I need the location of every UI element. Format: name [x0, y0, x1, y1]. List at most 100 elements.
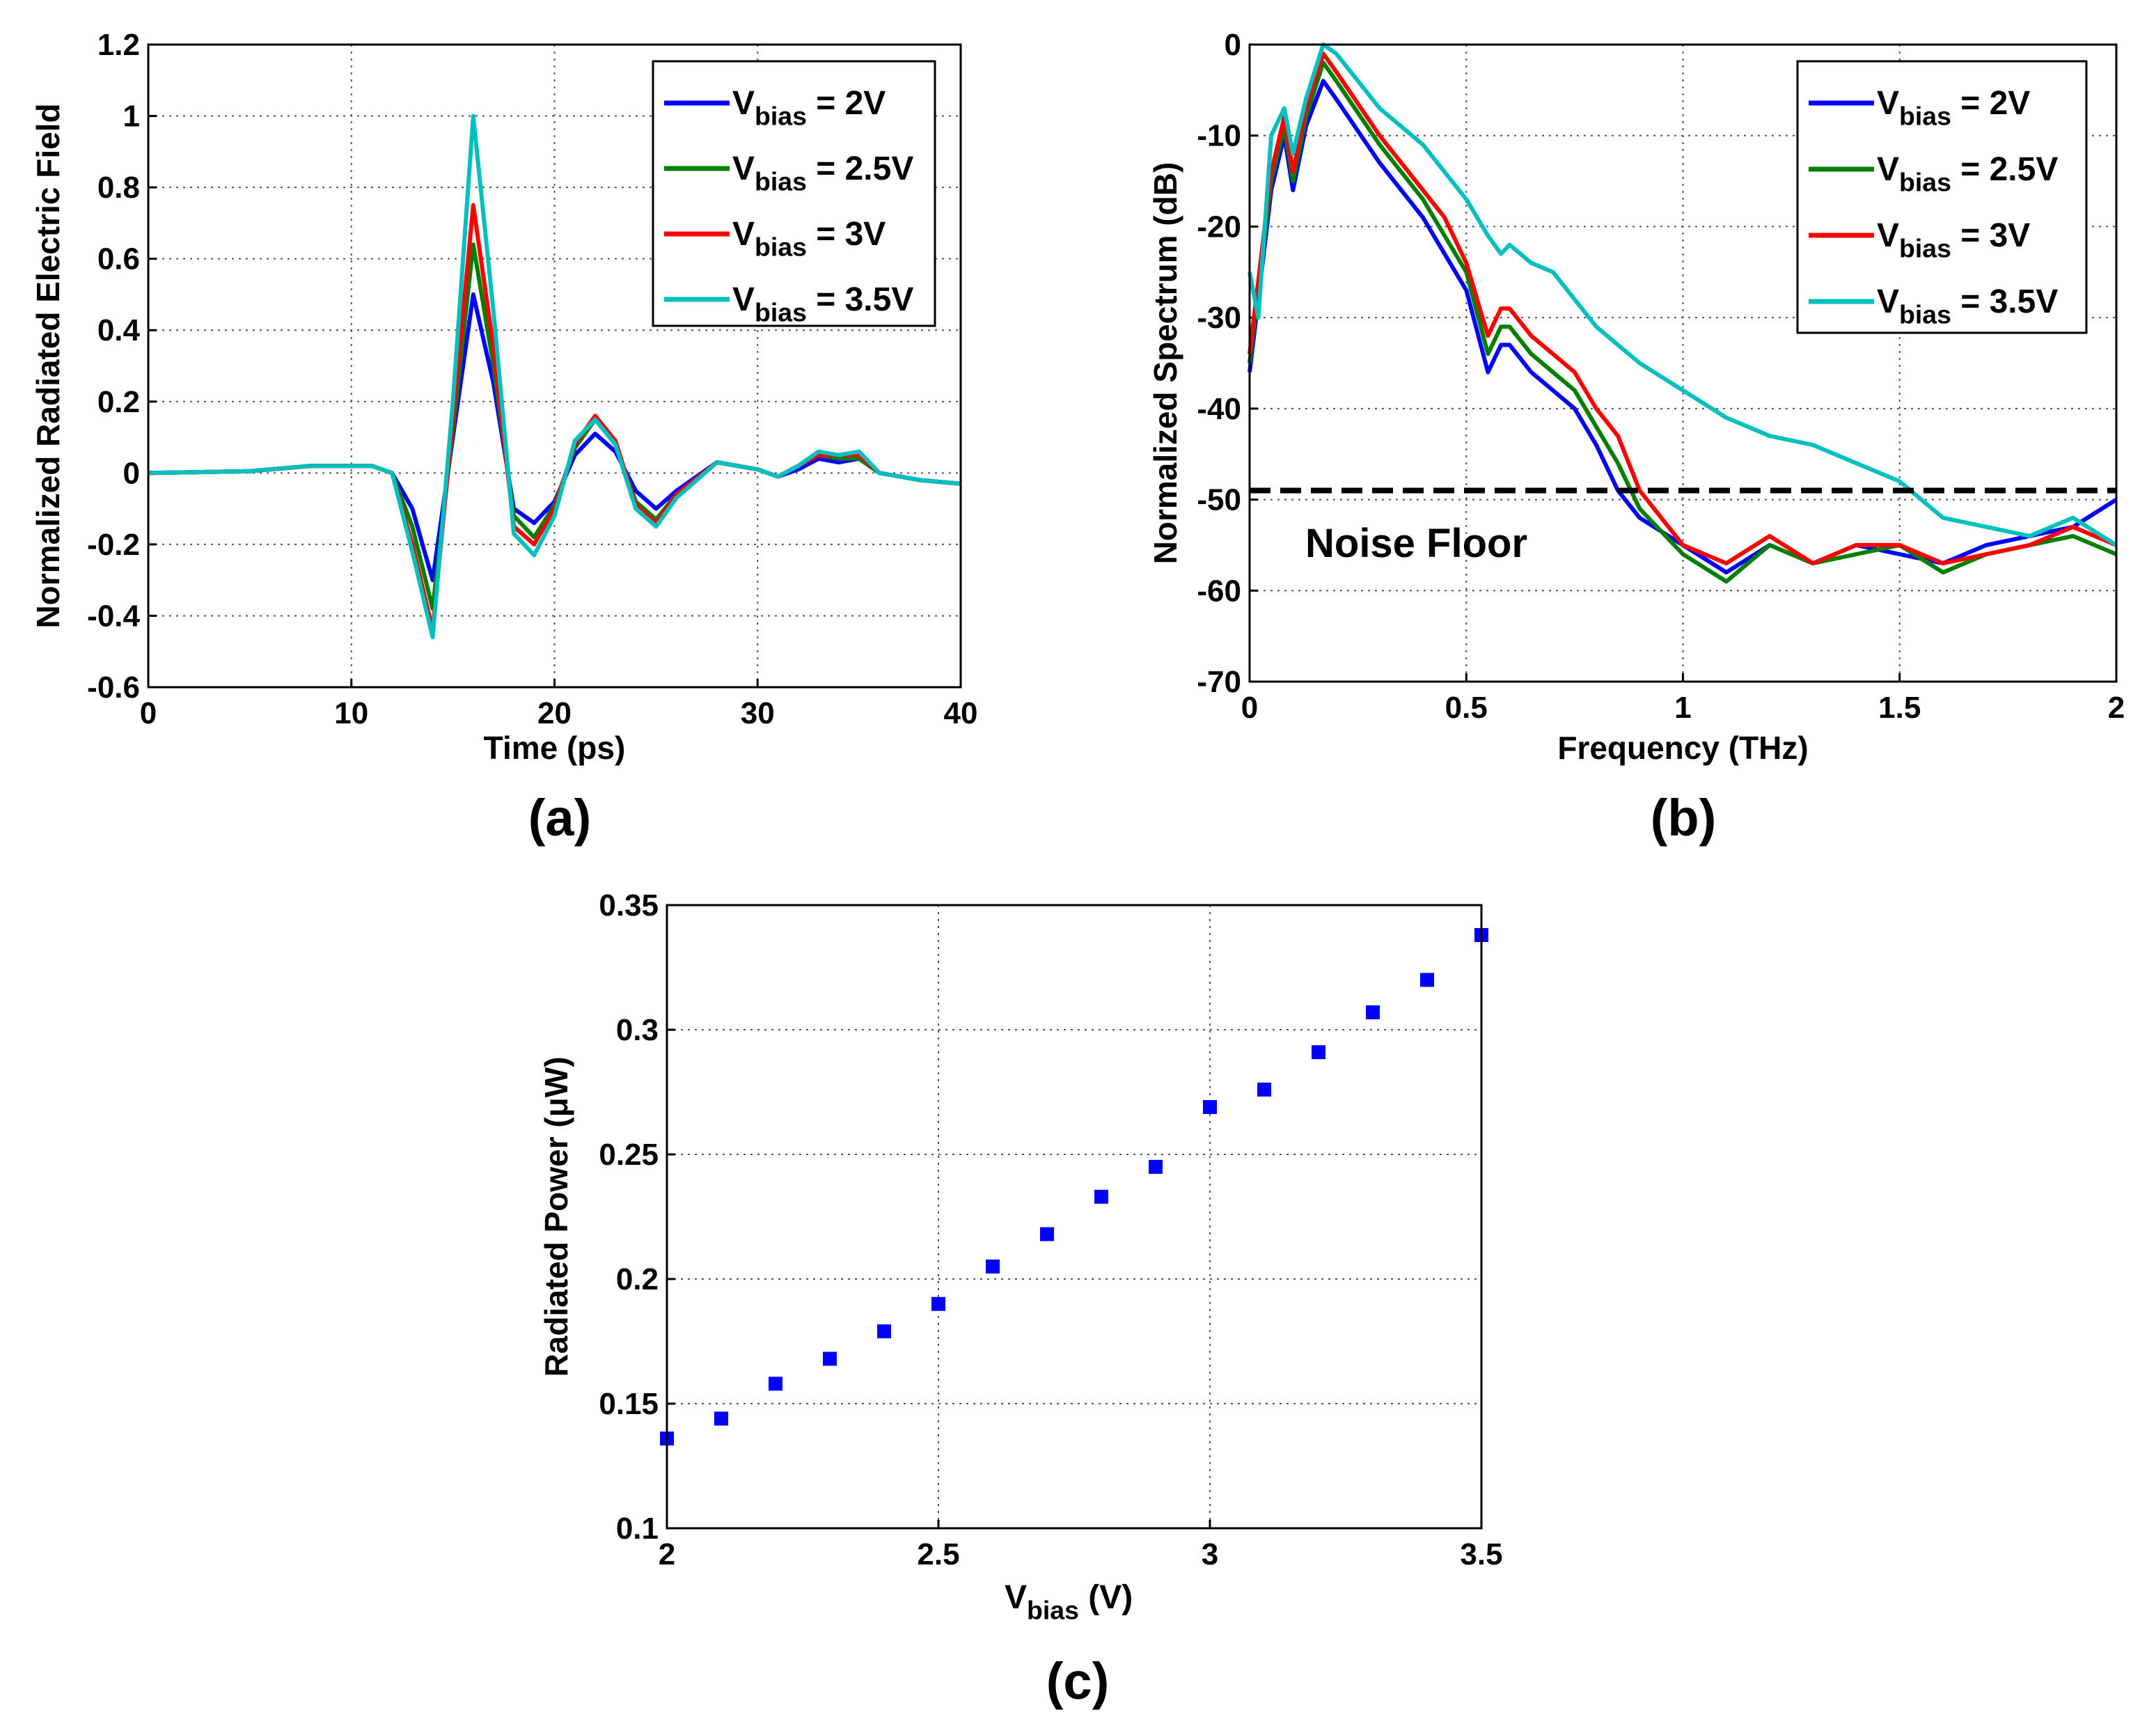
y-tick-label: -0.4 [87, 599, 140, 633]
y-tick-label: 0.25 [599, 1138, 659, 1172]
y-tick-label: -40 [1197, 392, 1241, 426]
label-subscript: bias [755, 232, 807, 261]
legend-entry: Vbias = 2V [1877, 85, 2030, 130]
y-tick-label: 0.3 [616, 1013, 659, 1047]
y-tick-label: -60 [1197, 574, 1241, 608]
data-point [986, 1260, 1000, 1274]
noise-floor-annotation: Noise Floor [1305, 521, 1527, 566]
series-line [1248, 42, 2118, 547]
panel-label-b: (b) [1651, 789, 1717, 847]
label-subscript: bias [755, 166, 807, 196]
data-point [1366, 1005, 1380, 1019]
data-point [1312, 1045, 1325, 1060]
label-rest: = 3V [1951, 217, 2030, 254]
label-main: V [1877, 85, 1899, 122]
x-tick-label: 1.5 [1878, 691, 1921, 725]
data-point [1094, 1189, 1108, 1204]
series-line [148, 292, 961, 583]
x-tick-label: 0 [140, 696, 157, 730]
label-main: V [732, 85, 755, 122]
y-tick-label: 0 [1225, 28, 1241, 62]
y-tick-label: -50 [1197, 483, 1241, 517]
x-tick-label: 2 [659, 1537, 675, 1571]
label-subscript: bias [755, 101, 807, 130]
y-tick-label: -0.2 [87, 528, 140, 562]
y-tick-label: -20 [1197, 210, 1241, 244]
label-subscript: bias [1899, 299, 1951, 329]
y-tick-label: 0.6 [97, 242, 140, 276]
y-tick-label: -0.6 [87, 670, 140, 705]
legend-entry: Vbias = 3V [732, 216, 886, 261]
x-tick-label: 3.5 [1460, 1537, 1502, 1571]
label-subscript: bias [1899, 167, 1951, 196]
y-tick-label: -30 [1197, 301, 1241, 335]
legend-box [1796, 60, 2088, 334]
label-rest: = 2.5V [807, 150, 913, 187]
y-tick-label: 0.15 [599, 1387, 659, 1421]
series-line [1248, 79, 2118, 575]
x-axis-title: Time (ps) [484, 730, 626, 766]
label-main: V [732, 216, 755, 253]
label-rest: = 2V [1951, 85, 2030, 122]
y-tick-label: 0.8 [97, 171, 140, 205]
y-tick-label: 0.1 [616, 1512, 659, 1546]
y-tick-label: 0.2 [97, 385, 140, 419]
x-tick-label: 30 [741, 696, 775, 730]
label-main: V [1877, 151, 1899, 188]
y-tick-label: -10 [1197, 119, 1241, 153]
label-main: V [732, 150, 755, 187]
legend-entry: Vbias = 3.5V [1877, 283, 2058, 329]
legend-entry: Vbias = 3.5V [732, 281, 913, 327]
y-tick-label: 1 [123, 100, 140, 134]
label-subscript: bias [1027, 1595, 1079, 1624]
y-tick-label: 0 [123, 456, 140, 490]
data-point [1257, 1082, 1271, 1097]
y-axis-title: Normalized Radiated Electric Field [30, 103, 66, 628]
legend-entry: Vbias = 2.5V [1877, 151, 2058, 196]
data-point [877, 1324, 891, 1339]
label-rest: = 3.5V [807, 281, 913, 318]
panel-a-electric-field-chart: 0 10 20 30 40 -0.6 -0.4 -0.2 0 0.2 0.4 0.6 0.8 1 1.2 Vb… [30, 28, 977, 847]
x-axis-title: Vbias (V) [1005, 1579, 1133, 1624]
label-subscript: bias [755, 297, 807, 327]
y-tick-label: 0.35 [599, 888, 659, 923]
y-tick-label: -70 [1197, 665, 1241, 699]
x-tick-label: 20 [537, 696, 572, 730]
x-tick-label: 2.5 [917, 1537, 959, 1571]
y-axis-title: Normalized Spectrum (dB) [1147, 162, 1183, 565]
legend-entry: Vbias = 3V [1877, 217, 2030, 262]
series-line [148, 113, 961, 640]
label-main: V [1005, 1579, 1027, 1616]
label-rest: = 2V [807, 85, 886, 122]
x-tick-label: 2 [2108, 691, 2125, 725]
label-main: V [1877, 217, 1899, 254]
series-line [1248, 52, 2118, 566]
x-tick-label: 10 [334, 696, 368, 730]
label-main: V [732, 281, 755, 318]
y-tick-label: 0.2 [616, 1262, 659, 1296]
x-axis-title: Frequency (THz) [1557, 730, 1808, 766]
y-tick-label: 1.2 [97, 28, 140, 62]
data-point [714, 1411, 728, 1426]
legend-entry: Vbias = 2V [732, 85, 886, 130]
data-point [1420, 973, 1434, 987]
data-point [1203, 1099, 1217, 1114]
panel-label-a: (a) [528, 789, 591, 847]
label-main: V [1877, 283, 1899, 320]
y-tick-label: 0.4 [97, 313, 141, 347]
label-rest: = 2.5V [1951, 151, 2058, 188]
x-tick-label: 0.5 [1445, 691, 1488, 725]
plot-background [667, 905, 1481, 1528]
x-tick-label: 40 [944, 696, 978, 730]
x-tick-label: 0 [1241, 691, 1258, 725]
label-subscript: bias [1899, 101, 1951, 130]
x-tick-label: 1 [1674, 691, 1691, 725]
plot-frame [666, 904, 1483, 1530]
label-rest: = 3.5V [1951, 283, 2058, 320]
panel-c-radiated-power-chart: 2 2.5 3 3.5 0.1 0.15 0.2 0.25 0.3 0.35 Vbias (V) Ra… [538, 888, 1503, 1710]
label-rest: = 3V [807, 216, 886, 253]
plot-frame [147, 43, 962, 689]
label-rest: (V) [1079, 1579, 1133, 1616]
legend-entry: Vbias = 2.5V [732, 150, 913, 196]
